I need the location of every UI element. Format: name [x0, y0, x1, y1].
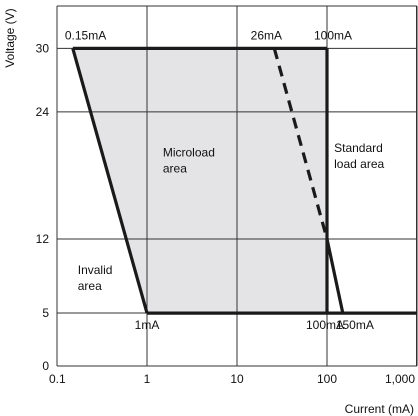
y-tick-label: 24: [36, 105, 50, 119]
x-tick-label: 10: [230, 372, 244, 386]
x-tick-label: 1,000: [385, 372, 415, 386]
region-label: Invalid area: [78, 263, 113, 293]
boundary-line-5: [325, 238, 345, 314]
point-label: 26mA: [251, 28, 282, 42]
microload-region: [72, 48, 327, 314]
point-label: 150mA: [336, 318, 374, 332]
boundary-line-6: [272, 47, 329, 240]
y-tick-label: 12: [36, 232, 50, 246]
point-label: 100mA: [306, 318, 344, 332]
point-label: 1mA: [135, 318, 160, 332]
y-axis-label: Voltage (V): [3, 8, 17, 67]
x-axis-label: Current (mA): [345, 402, 414, 416]
region-label: Standard load area: [334, 141, 384, 171]
point-label: 100mA: [314, 28, 352, 42]
region-label: Microload area: [163, 145, 215, 175]
boundary-line-3: [71, 47, 149, 314]
x-tick-label: 0.1: [49, 372, 66, 386]
y-tick-label: 5: [42, 306, 49, 320]
y-tick-label: 30: [36, 41, 50, 55]
point-label: 0.15mA: [65, 28, 106, 42]
x-tick-label: 100: [317, 372, 337, 386]
x-tick-label: 1: [144, 372, 151, 386]
y-tick-label: 0: [42, 359, 49, 373]
